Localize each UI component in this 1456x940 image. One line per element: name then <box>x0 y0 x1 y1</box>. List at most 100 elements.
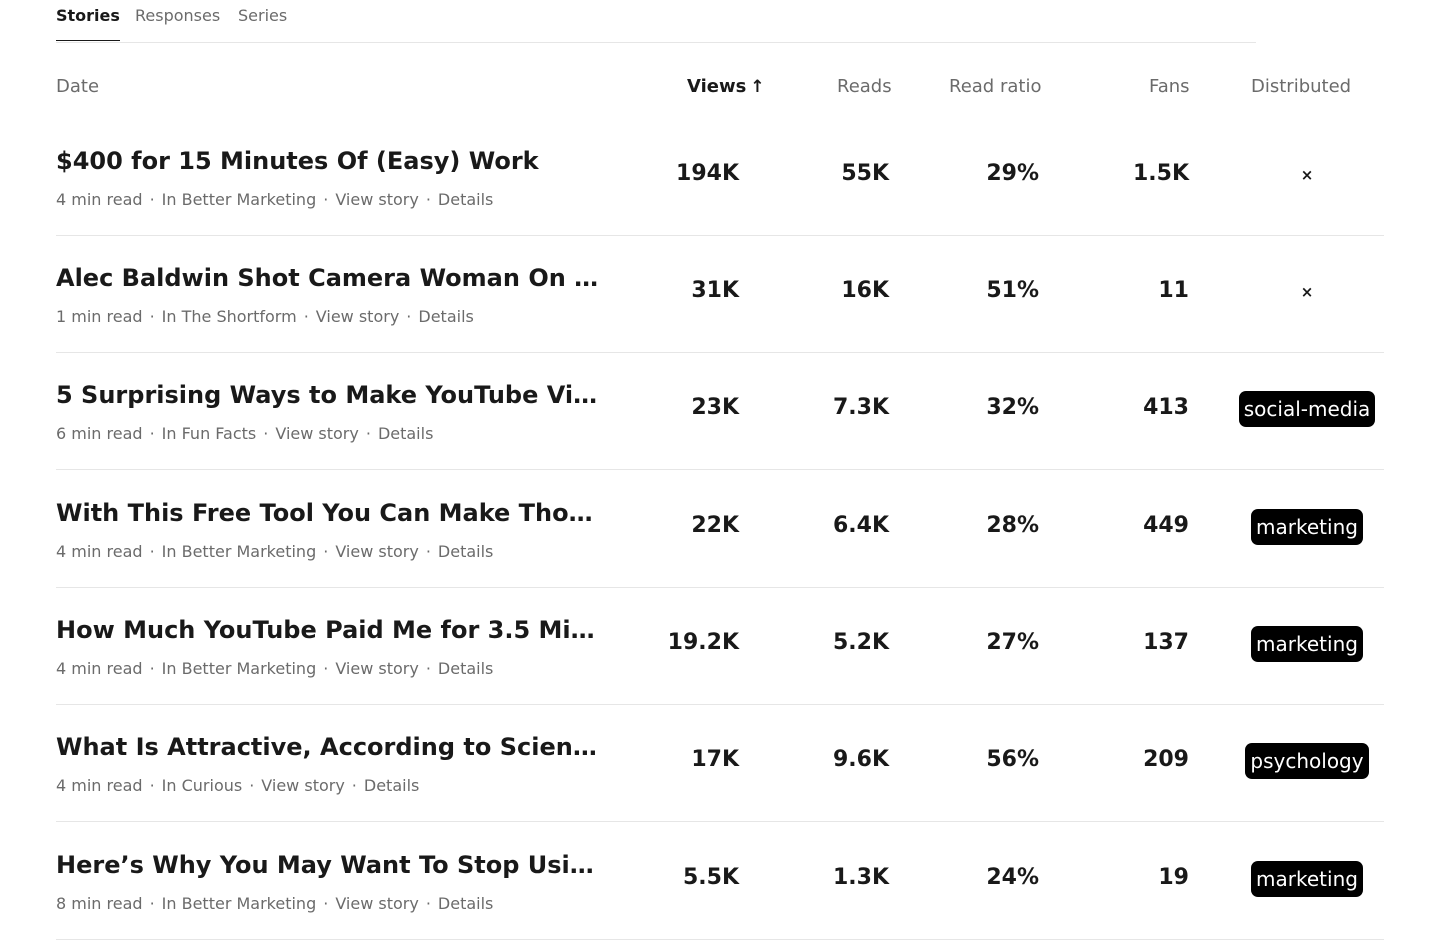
distribution-tag[interactable]: psychology <box>1245 743 1369 779</box>
tab-series[interactable]: Series <box>238 6 288 25</box>
table-row: How Much YouTube Paid Me for 3.5 Million… <box>56 587 1384 705</box>
meta-separator: · <box>425 894 431 913</box>
publication-link[interactable]: In Better Marketing <box>161 190 317 209</box>
meta-separator: · <box>149 659 155 678</box>
views-value: 194K <box>676 161 739 186</box>
reads-value: 6.4K <box>832 513 889 538</box>
publication-link[interactable]: In The Shortform <box>161 307 297 326</box>
fans-value: 1.5K <box>1132 161 1189 186</box>
story-title[interactable]: $400 for 15 Minutes Of (Easy) Work <box>56 147 539 175</box>
read-time: 6 min read <box>56 424 143 443</box>
distributed-cell: × <box>1242 273 1372 311</box>
details-link[interactable]: Details <box>377 424 434 443</box>
reads-value: 5.2K <box>832 630 889 655</box>
distribution-tag[interactable]: marketing <box>1251 861 1363 897</box>
fans-value: 11 <box>1158 278 1189 303</box>
meta-separator: · <box>149 307 155 326</box>
meta-separator: · <box>249 776 255 795</box>
tab-stories[interactable]: Stories <box>56 6 120 41</box>
view-story-link[interactable]: View story <box>335 659 419 678</box>
story-meta: 4 min read · In Curious · View story · Details <box>56 776 419 796</box>
read-ratio-value: 51% <box>986 278 1039 303</box>
story-meta: 8 min read · In Better Marketing · View stor… <box>56 894 493 914</box>
distributed-cell: × <box>1242 156 1372 194</box>
views-header-label: Views <box>687 76 747 97</box>
read-time: 4 min read <box>56 776 143 795</box>
story-title[interactable]: What Is Attractive, According to Science <box>56 733 601 761</box>
distributed-cell: marketing <box>1242 860 1372 898</box>
view-story-link[interactable]: View story <box>315 307 400 326</box>
meta-separator: · <box>303 307 309 326</box>
read-time: 4 min read <box>56 190 143 209</box>
story-meta: 4 min read · In Better Marketing · View stor… <box>56 542 493 562</box>
details-link[interactable]: Details <box>437 659 494 678</box>
distribution-tag[interactable]: marketing <box>1251 626 1363 662</box>
publication-link[interactable]: In Better Marketing <box>161 542 317 561</box>
close-icon: × <box>1300 166 1314 184</box>
story-meta: 4 min read · In Better Marketing · View stor… <box>56 659 493 679</box>
table-row: $400 for 15 Minutes Of (Easy) Work 4 min … <box>56 118 1384 236</box>
meta-separator: · <box>425 190 431 209</box>
story-title[interactable]: 5 Surprising Ways to Make YouTube Videos… <box>56 381 601 409</box>
details-link[interactable]: Details <box>437 894 494 913</box>
read-time: 1 min read <box>56 307 143 326</box>
read-time: 8 min read <box>56 894 143 913</box>
meta-separator: · <box>323 659 329 678</box>
publication-link[interactable]: In Curious <box>161 776 243 795</box>
meta-separator: · <box>149 894 155 913</box>
meta-separator: · <box>323 542 329 561</box>
view-story-link[interactable]: View story <box>335 894 419 913</box>
read-ratio-value: 24% <box>986 865 1039 890</box>
views-value: 19.2K <box>667 630 739 655</box>
story-title[interactable]: How Much YouTube Paid Me for 3.5 Million… <box>56 616 601 644</box>
distributed-cell: marketing <box>1242 508 1372 546</box>
publication-link[interactable]: In Better Marketing <box>161 659 317 678</box>
distributed-cell: social-media <box>1238 390 1376 428</box>
story-title[interactable]: Alec Baldwin Shot Camera Woman On Movi..… <box>56 264 601 292</box>
views-value: 23K <box>691 395 739 420</box>
column-header-fans[interactable]: Fans <box>1149 76 1190 97</box>
column-header-date[interactable]: Date <box>56 76 100 97</box>
fans-value: 137 <box>1143 630 1189 655</box>
distribution-tag[interactable]: marketing <box>1251 509 1363 545</box>
close-icon: × <box>1300 283 1314 301</box>
story-title[interactable]: With This Free Tool You Can Make Thousan… <box>56 499 601 527</box>
details-link[interactable]: Details <box>437 190 494 209</box>
details-link[interactable]: Details <box>437 542 494 561</box>
column-header-read-ratio[interactable]: Read ratio <box>949 76 1042 97</box>
fans-value: 449 <box>1143 513 1189 538</box>
read-ratio-value: 27% <box>986 630 1039 655</box>
meta-separator: · <box>149 424 155 443</box>
views-value: 5.5K <box>682 865 739 890</box>
tab-responses[interactable]: Responses <box>135 6 221 25</box>
details-link[interactable]: Details <box>418 307 474 326</box>
views-value: 31K <box>691 278 739 303</box>
details-link[interactable]: Details <box>363 776 420 795</box>
table-row: Here’s Why You May Want To Stop Using Li… <box>56 822 1384 940</box>
meta-separator: · <box>149 776 155 795</box>
meta-separator: · <box>406 307 412 326</box>
reads-value: 1.3K <box>832 865 889 890</box>
reads-value: 9.6K <box>832 747 889 772</box>
distribution-tag[interactable]: social-media <box>1238 391 1376 427</box>
reads-value: 55K <box>841 161 889 186</box>
read-ratio-value: 29% <box>986 161 1039 186</box>
table-row: With This Free Tool You Can Make Thousan… <box>56 470 1384 588</box>
publication-link[interactable]: In Better Marketing <box>161 894 317 913</box>
table-row: What Is Attractive, According to Science… <box>56 704 1384 822</box>
read-time: 4 min read <box>56 542 143 561</box>
read-ratio-value: 32% <box>986 395 1039 420</box>
views-value: 22K <box>691 513 739 538</box>
story-meta: 4 min read · In Better Marketing · View stor… <box>56 190 493 210</box>
story-title[interactable]: Here’s Why You May Want To Stop Using Li… <box>56 851 601 879</box>
view-story-link[interactable]: View story <box>335 190 419 209</box>
table-row: 5 Surprising Ways to Make YouTube Videos… <box>56 352 1384 470</box>
view-story-link[interactable]: View story <box>261 776 345 795</box>
column-header-reads[interactable]: Reads <box>837 76 892 97</box>
view-story-link[interactable]: View story <box>335 542 419 561</box>
view-story-link[interactable]: View story <box>275 424 359 443</box>
meta-separator: · <box>323 894 329 913</box>
read-ratio-value: 56% <box>986 747 1039 772</box>
column-header-views[interactable]: Views ↑ <box>687 76 765 98</box>
publication-link[interactable]: In Fun Facts <box>161 424 257 443</box>
